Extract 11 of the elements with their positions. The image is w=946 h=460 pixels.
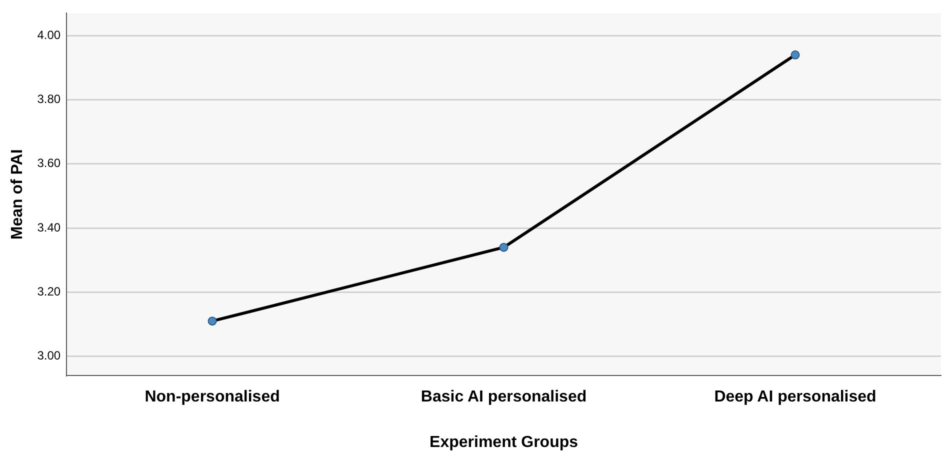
y-axis-title: Mean of PAI bbox=[9, 149, 26, 240]
y-tick-label: 3.80 bbox=[37, 92, 61, 106]
y-tick-label: 4.00 bbox=[37, 28, 61, 42]
y-tick-label: 3.20 bbox=[37, 284, 61, 299]
y-tick-label: 3.60 bbox=[37, 156, 61, 170]
x-tick-label: Basic AI personalised bbox=[420, 388, 587, 406]
x-tick-label: Deep AI personalised bbox=[714, 388, 876, 406]
x-tick-label: Non-personalised bbox=[144, 388, 280, 406]
y-tick-label: 3.40 bbox=[37, 220, 61, 234]
x-axis-title: Experiment Groups bbox=[430, 434, 578, 451]
y-tick-label: 3.00 bbox=[37, 348, 61, 363]
